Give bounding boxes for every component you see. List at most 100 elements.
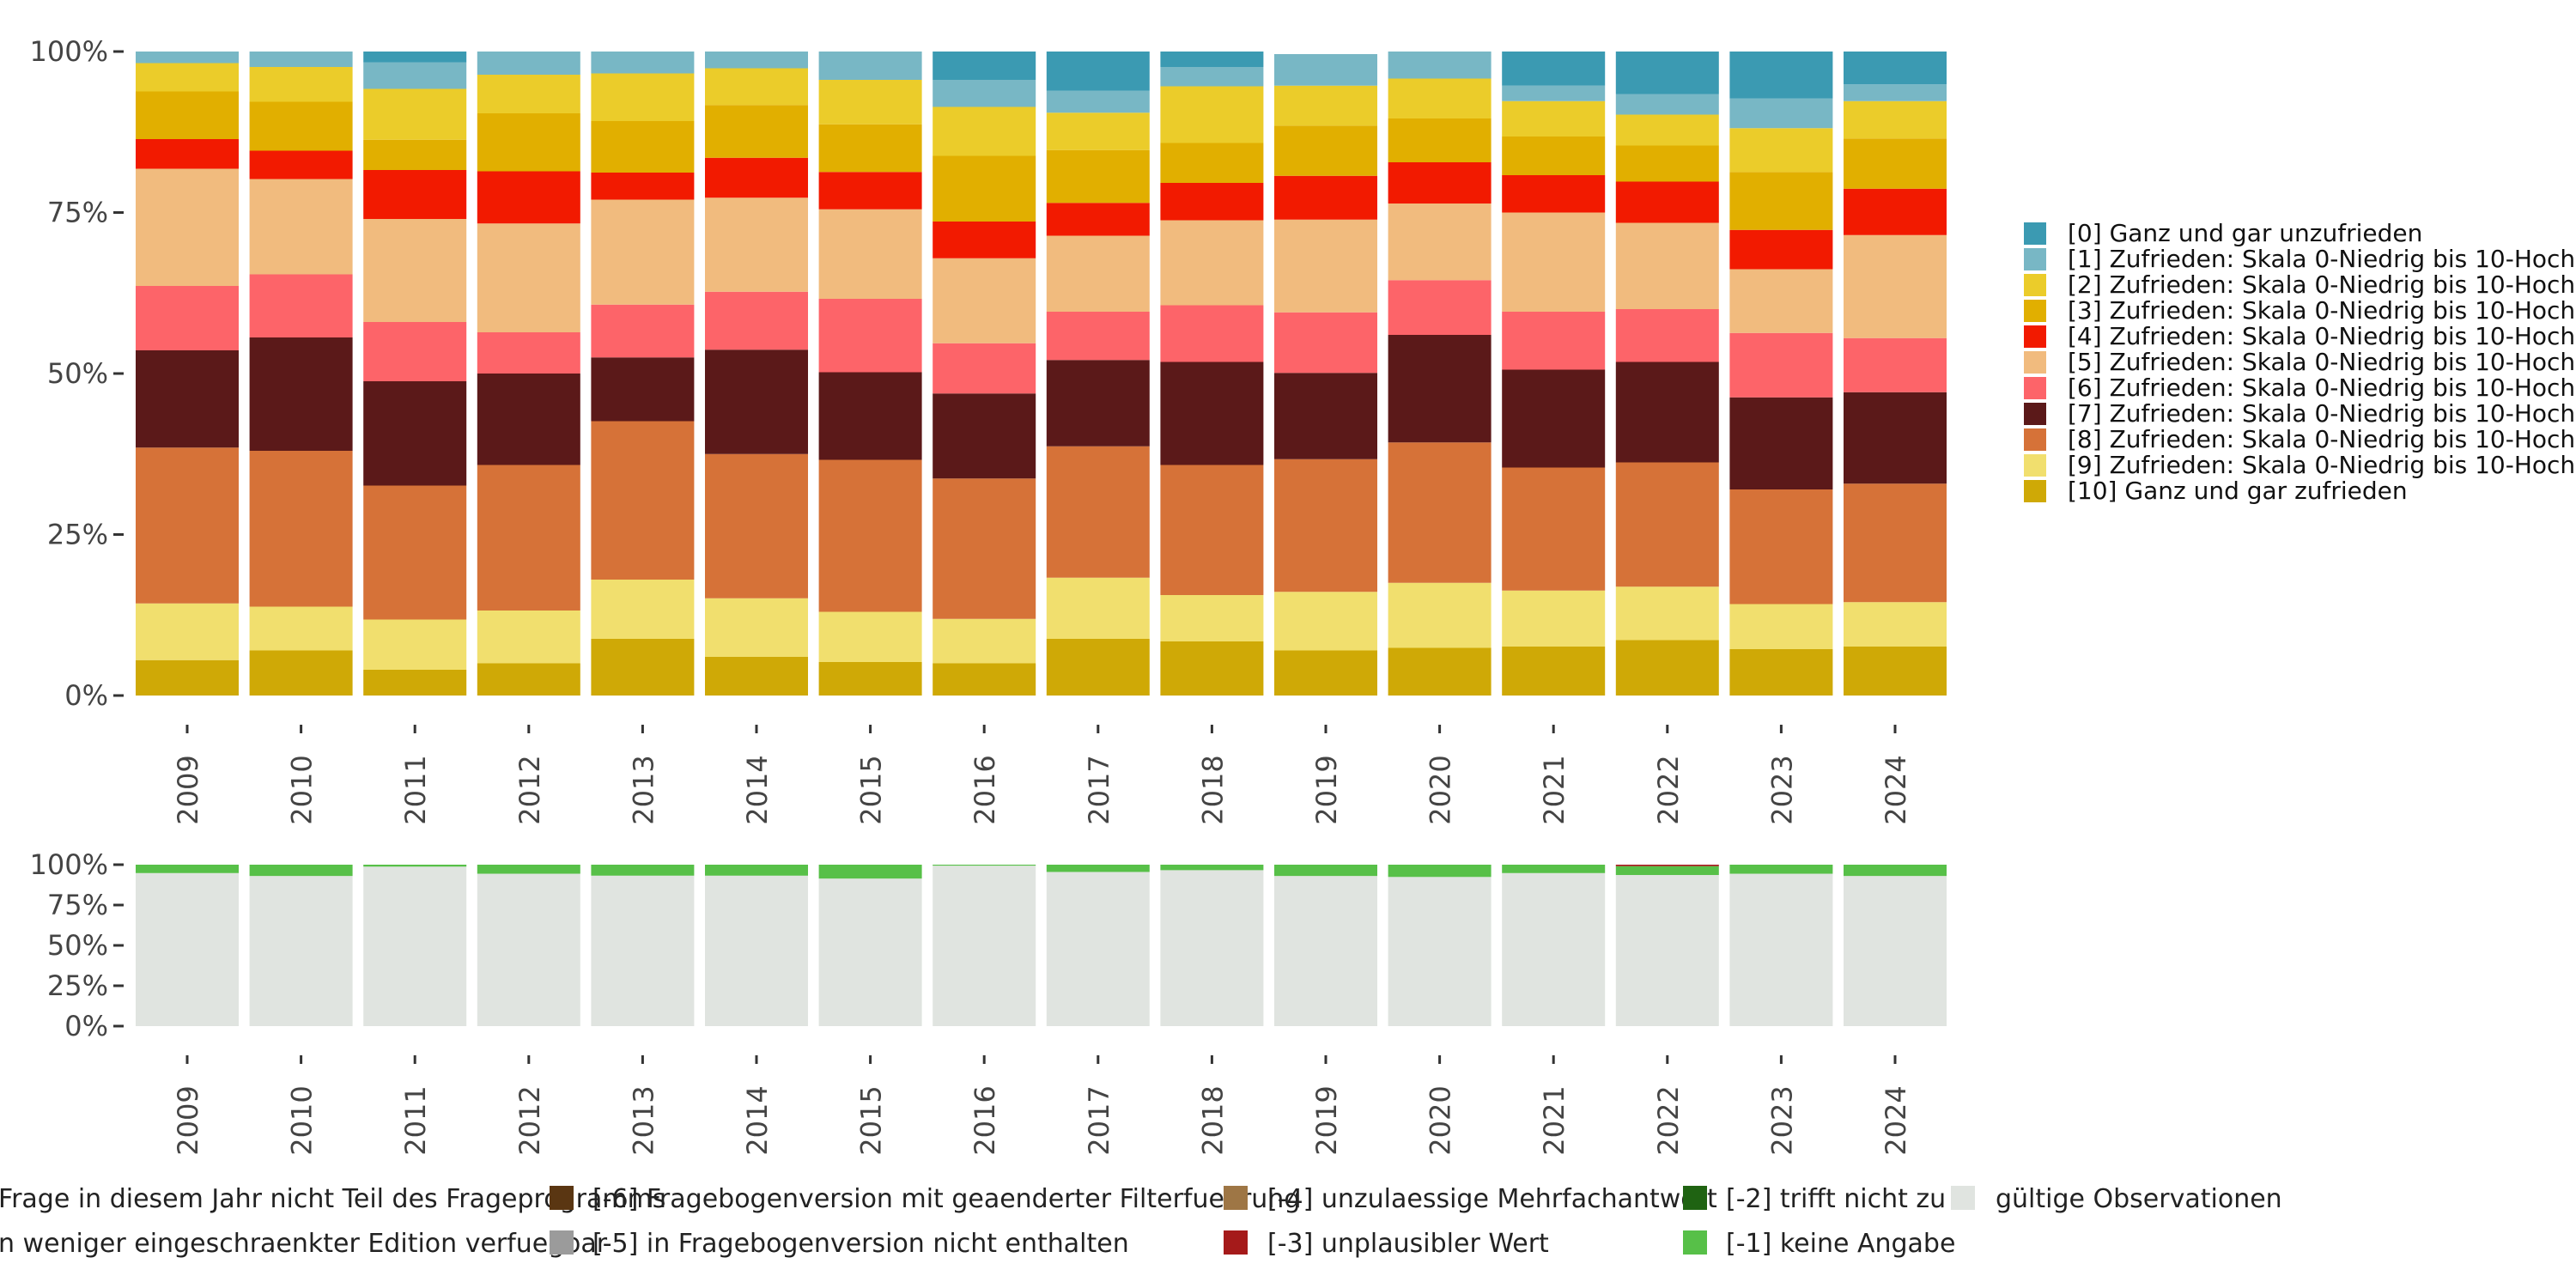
bar-segment-2011-s1 [363, 865, 467, 867]
y-tick-label: 100% [30, 35, 108, 68]
bottom-legend-swatch-2 [1224, 1186, 1248, 1210]
top-legend: [0] Ganz und gar unzufrieden[1] Zufriede… [2024, 219, 2575, 505]
bar-segment-2018-s5 [1160, 220, 1264, 306]
bar-segment-2024-s9 [1844, 84, 1947, 101]
y-tick-label: 50% [47, 357, 108, 390]
bar-segment-2017-s8 [1046, 112, 1150, 150]
bar-segment-2012-s0 [477, 663, 580, 696]
bar-segment-2010-s8 [249, 67, 353, 102]
bar-segment-2022-s3 [1615, 865, 1719, 866]
bar-segment-2016-s0 [933, 663, 1036, 696]
bar-segment-2010-s2 [249, 451, 353, 607]
bar-segment-2018-s6 [1160, 183, 1264, 221]
bar-segment-2011-s2 [363, 485, 467, 620]
bar-segment-2024-s5 [1844, 234, 1947, 338]
legend-swatch-s3 [2024, 403, 2046, 425]
legend-label-s5: [5] Zufrieden: Skala 0-Niedrig bis 10-Ho… [2068, 348, 2575, 376]
bar-segment-2023-s7 [1729, 172, 1833, 230]
bar-segment-2012-s4 [477, 332, 580, 374]
bar-segment-2009-s0 [136, 872, 239, 1026]
bottom-legend-swatch-7 [1224, 1230, 1248, 1255]
bar-segment-2016-s4 [933, 343, 1036, 394]
bar-segment-2018-s8 [1160, 86, 1264, 143]
bar-segment-2012-s8 [477, 75, 580, 113]
bar-segment-2016-s9 [933, 80, 1036, 107]
bar-segment-2013-s0 [591, 639, 695, 696]
bar-segment-2015-s4 [818, 299, 922, 373]
bar-segment-2020-s5 [1388, 204, 1492, 281]
legend-label-s8: [2] Zufrieden: Skala 0-Niedrig bis 10-Ho… [2068, 270, 2575, 299]
bar-segment-2021-s5 [1502, 212, 1606, 312]
bar-segment-2017-s10 [1046, 52, 1150, 91]
bar-segment-2023-s10 [1729, 52, 1833, 99]
bar-segment-2014-s5 [705, 197, 808, 292]
bar-segment-2016-s10 [933, 52, 1036, 80]
legend-swatch-s5 [2024, 351, 2046, 374]
bar-segment-2018-s4 [1160, 305, 1264, 362]
x-tick-label: 2013 [627, 1085, 659, 1155]
bar-segment-2012-s2 [477, 465, 580, 611]
bar-segment-2010-s6 [249, 150, 353, 179]
bar-segment-2010-s9 [249, 52, 353, 67]
bar-segment-2022-s9 [1615, 94, 1719, 115]
bar-segment-2021-s3 [1502, 369, 1606, 468]
x-tick-label: 2014 [741, 755, 774, 824]
bar-segment-2011-s6 [363, 170, 467, 219]
bar-segment-2012-s5 [477, 223, 580, 332]
bar-segment-2019-s1 [1274, 865, 1377, 877]
x-tick-label: 2020 [1425, 755, 1457, 824]
bar-segment-2023-s6 [1729, 229, 1833, 270]
bar-segment-2021-s0 [1502, 872, 1606, 1026]
x-tick-label: 2019 [1310, 755, 1343, 824]
bar-segment-2015-s2 [818, 459, 922, 612]
bar-segment-2010-s1 [249, 606, 353, 651]
x-tick-label: 2014 [741, 1085, 774, 1155]
legend-label-s1: [9] Zufrieden: Skala 0-Niedrig bis 10-Ho… [2068, 451, 2575, 479]
bar-segment-2011-s4 [363, 322, 467, 381]
bar-segment-2010-s7 [249, 101, 353, 151]
y-tick-label: 0% [64, 1010, 108, 1042]
bar-segment-2011-s7 [363, 139, 467, 170]
x-tick-label: 2018 [1196, 755, 1229, 824]
bar-segment-2015-s9 [818, 52, 922, 80]
bar-segment-2015-s0 [818, 878, 922, 1026]
bar-segment-2024-s10 [1844, 52, 1947, 85]
bar-segment-2019-s0 [1274, 876, 1377, 1026]
bar-segment-2024-s1 [1844, 865, 1947, 877]
bar-segment-2013-s4 [591, 304, 695, 358]
bar-segment-2023-s3 [1729, 397, 1833, 489]
bar-segment-2020-s4 [1388, 280, 1492, 335]
legend-swatch-s4 [2024, 377, 2046, 399]
bottom-legend-label-7: [-3] unplausibler Wert [1267, 1229, 1549, 1259]
bar-segment-2018-s10 [1160, 52, 1264, 67]
x-tick-label: 2022 [1652, 755, 1685, 824]
bar-segment-2014-s1 [705, 598, 808, 657]
bar-segment-2022-s8 [1615, 114, 1719, 146]
x-tick-label: 2016 [969, 755, 1001, 824]
bottom-legend-swatch-8 [1683, 1230, 1707, 1255]
x-tick-label: 2024 [1880, 755, 1912, 824]
x-tick-label: 2017 [1083, 755, 1115, 824]
bar-segment-2014-s8 [705, 68, 808, 106]
legend-swatch-s9 [2024, 248, 2046, 270]
bar-segment-2011-s1 [363, 619, 467, 670]
x-tick-label: 2013 [627, 755, 659, 824]
bar-segment-2021-s7 [1502, 137, 1606, 175]
bar-segment-2017-s5 [1046, 235, 1150, 312]
bar-segment-2019-s6 [1274, 175, 1377, 220]
legend-label-s6: [4] Zufrieden: Skala 0-Niedrig bis 10-Ho… [2068, 322, 2575, 350]
bar-segment-2020-s9 [1388, 52, 1492, 79]
bar-segment-2019-s7 [1274, 125, 1377, 176]
bar-segment-2017-s6 [1046, 203, 1150, 236]
bar-segment-2013-s9 [591, 52, 695, 74]
bottom-legend-swatch-1 [550, 1186, 574, 1210]
x-tick-label: 2012 [513, 755, 546, 824]
bar-segment-2016-s3 [933, 393, 1036, 479]
bar-segment-2020-s8 [1388, 78, 1492, 118]
x-tick-label: 2015 [855, 755, 888, 824]
bar-segment-2024-s3 [1844, 392, 1947, 484]
bar-segment-2022-s1 [1615, 586, 1719, 641]
bar-segment-2018-s1 [1160, 865, 1264, 871]
bar-segment-2011-s9 [363, 62, 467, 89]
legend-label-s0: [10] Ganz und gar zufrieden [2068, 477, 2408, 505]
